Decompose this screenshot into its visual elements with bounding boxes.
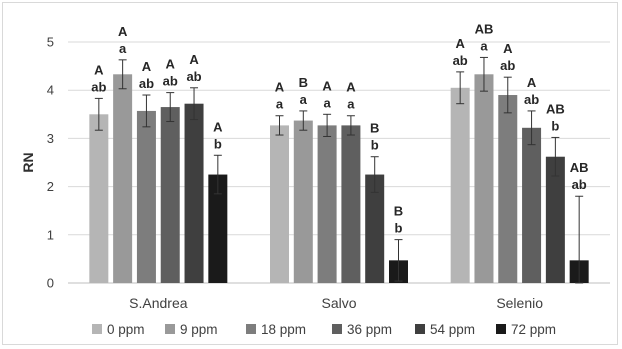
significance-upper-letter: A: [503, 41, 513, 56]
significance-lower-letter: a: [480, 38, 488, 53]
y-tick-label: 2: [47, 179, 54, 194]
significance-lower-letter: ab: [91, 79, 106, 94]
significance-upper-letter: B: [394, 204, 403, 219]
significance-upper-letter: AB: [475, 21, 494, 36]
significance-upper-letter: B: [299, 75, 308, 90]
legend-label: 72 ppm: [511, 322, 556, 337]
x-category-labels: S.Andrea Salvo Selenio: [129, 295, 543, 311]
significance-upper-letter: B: [370, 121, 379, 136]
bar: [89, 114, 109, 283]
significance-upper-letter: A: [94, 62, 104, 77]
bar: [341, 125, 361, 283]
significance-lower-letter: ab: [163, 74, 178, 89]
significance-lower-letter: ab: [453, 53, 468, 68]
significance-lower-letter: ab: [186, 69, 201, 84]
bar: [293, 120, 313, 283]
significance-upper-letter: A: [213, 119, 223, 134]
legend-swatch: [415, 324, 425, 334]
y-tick-labels: 0 1 2 3 4 5: [47, 35, 54, 291]
bar: [160, 107, 180, 283]
legend-label: 9 ppm: [180, 322, 218, 337]
y-tick-label: 0: [47, 276, 54, 291]
significance-upper-letter: A: [322, 78, 332, 93]
significance-upper-letter: A: [189, 52, 199, 67]
bar: [184, 103, 204, 283]
significance-upper-letter: A: [527, 75, 537, 90]
significance-upper-letter: AB: [570, 160, 589, 175]
significance-lower-letter: b: [395, 221, 403, 236]
significance-upper-letter: AB: [546, 101, 565, 116]
bar: [208, 174, 228, 283]
x-category-label: S.Andrea: [129, 295, 188, 311]
legend-swatch: [92, 324, 102, 334]
legend-label: 0 ppm: [107, 322, 145, 337]
significance-lower-letter: ab: [500, 58, 515, 73]
significance-lower-letter: a: [119, 41, 127, 56]
significance-upper-letter: A: [166, 57, 176, 72]
significance-lower-letter: b: [551, 118, 559, 133]
significance-lower-letter: a: [276, 97, 284, 112]
significance-lower-letter: b: [371, 138, 379, 153]
bar: [522, 127, 542, 284]
significance-upper-letter: A: [118, 24, 128, 39]
y-axis-label: RN: [20, 152, 36, 172]
y-tick-label: 5: [47, 35, 54, 50]
legend-label: 18 ppm: [261, 322, 306, 337]
legend-swatch: [496, 324, 506, 334]
gridlines: [68, 41, 610, 284]
significance-lower-letter: ab: [572, 177, 587, 192]
significance-lower-letter: ab: [524, 92, 539, 107]
significance-lower-letter: ab: [139, 76, 154, 91]
error-bars: [94, 56, 584, 284]
significance-upper-letter: A: [275, 80, 285, 95]
bar: [270, 125, 289, 283]
bar: [317, 125, 337, 283]
legend-swatch: [246, 324, 256, 334]
bars: [89, 74, 589, 284]
legend-label: 54 ppm: [430, 322, 475, 337]
legend-swatch: [332, 324, 342, 334]
significance-upper-letter: A: [455, 36, 465, 51]
legend-label: 36 ppm: [347, 322, 392, 337]
legend: 0 ppm 9 ppm 18 ppm 36 ppm 54 ppm 72 ppm: [92, 322, 556, 337]
bar: [450, 87, 470, 283]
x-category-label: Selenio: [496, 295, 543, 311]
significance-lower-letter: b: [214, 136, 222, 151]
significance-lower-letter: a: [347, 97, 355, 112]
bar: [474, 74, 494, 283]
significance-upper-letter: A: [142, 59, 152, 74]
x-category-label: Salvo: [321, 295, 356, 311]
bar: [136, 110, 156, 284]
bar: [545, 156, 565, 283]
bar: [498, 95, 518, 284]
y-tick-label: 3: [47, 131, 54, 146]
bar: [113, 74, 133, 283]
legend-swatch: [165, 324, 175, 334]
bar: [365, 174, 385, 283]
significance-lower-letter: a: [300, 92, 308, 107]
y-tick-label: 4: [47, 83, 54, 98]
y-tick-label: 1: [47, 227, 54, 242]
significance-upper-letter: A: [346, 80, 356, 95]
significance-lower-letter: a: [323, 95, 331, 110]
